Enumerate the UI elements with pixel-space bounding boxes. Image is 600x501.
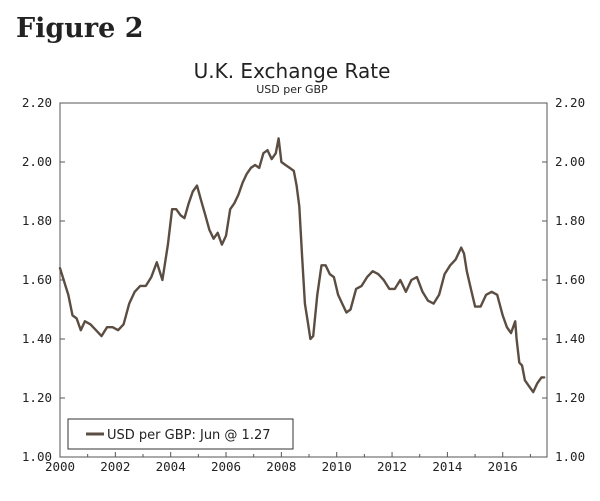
- legend-label: USD per GBP: Jun @ 1.27: [107, 428, 271, 443]
- figure-label: Figure 2: [16, 13, 144, 44]
- x-tick-label: 2004: [156, 459, 186, 474]
- y-tick-label-right: 1.60: [555, 272, 585, 287]
- legend-box: [67, 418, 294, 450]
- x-tick-label: 2010: [322, 459, 352, 474]
- y-tick-label-right: 1.00: [555, 449, 585, 464]
- x-tick-label: 2016: [488, 459, 518, 474]
- series-line-usd-per-gbp: [58, 137, 546, 394]
- y-tick-label-left: 2.20: [22, 95, 52, 110]
- y-tick-label-left: 1.00: [22, 449, 52, 464]
- y-tick-label-right: 1.80: [555, 213, 585, 228]
- x-tick-label: 2000: [45, 459, 75, 474]
- x-tick-label: 2012: [377, 459, 407, 474]
- y-tick-label-right: 1.20: [555, 390, 585, 405]
- y-tick-label-right: 2.20: [555, 95, 585, 110]
- y-tick-label-left: 1.20: [22, 390, 52, 405]
- y-tick-label-left: 1.40: [22, 331, 52, 346]
- y-tick-label-left: 2.00: [22, 154, 52, 169]
- y-tick-label-left: 1.60: [22, 272, 52, 287]
- y-tick-label-right: 1.40: [555, 331, 585, 346]
- y-tick-label-right: 2.00: [555, 154, 585, 169]
- tick-layer: 2.20 2.20 2.00 2.00 1.80 1.80 1.60 1.60 1.40 1.40…: [22, 95, 585, 474]
- chart-subtitle: USD per GBP: [256, 83, 328, 96]
- legend: USD per GBP: Jun @ 1.27: [67, 418, 294, 450]
- chart-title: U.K. Exchange Rate: [194, 59, 391, 83]
- x-tick-label: 2014: [432, 459, 462, 474]
- x-tick-label: 2006: [211, 459, 241, 474]
- x-tick-label: 2002: [100, 459, 130, 474]
- y-tick-label-left: 1.80: [22, 213, 52, 228]
- x-tick-label: 2008: [266, 459, 296, 474]
